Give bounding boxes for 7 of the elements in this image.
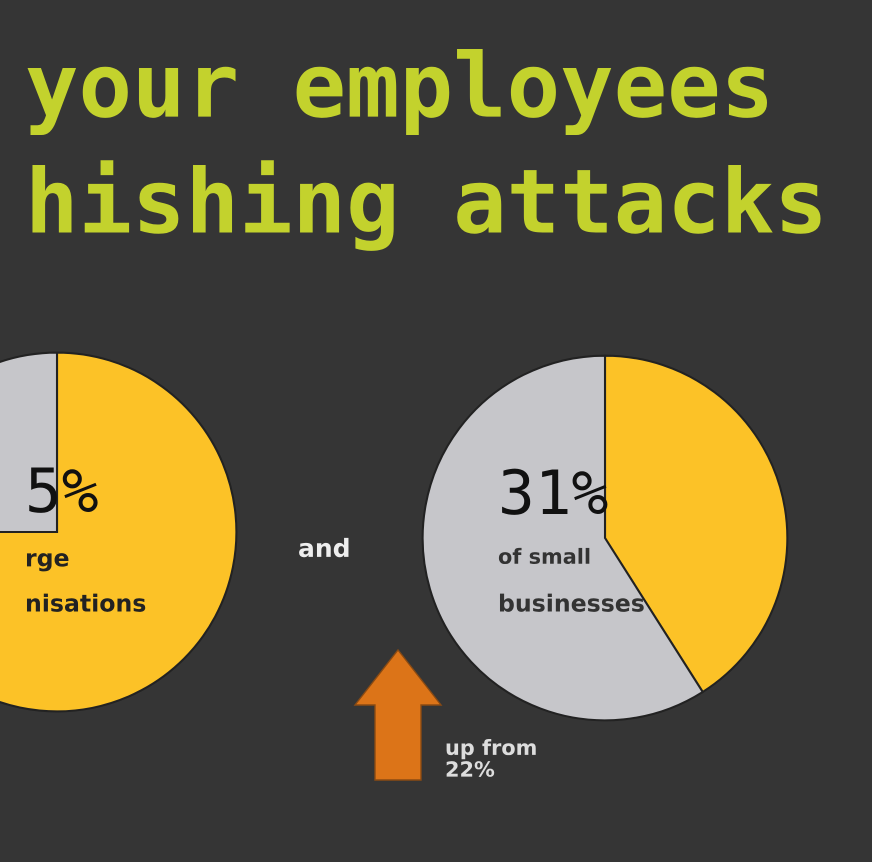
- text: nisations: [26, 594, 146, 612]
- text: and: [299, 538, 348, 558]
- text: businesses: [500, 594, 644, 612]
- text: rge: [26, 553, 68, 572]
- text: up from 22%: [446, 739, 536, 777]
- text: of small: [498, 548, 590, 564]
- text: your employees hishing attacks: [28, 49, 821, 251]
